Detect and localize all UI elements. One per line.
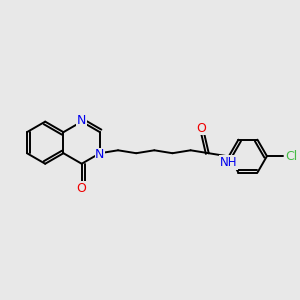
Text: NH: NH bbox=[220, 156, 237, 169]
Text: N: N bbox=[77, 114, 86, 127]
Text: O: O bbox=[77, 182, 87, 194]
Text: N: N bbox=[95, 148, 105, 161]
Text: O: O bbox=[196, 122, 206, 135]
Text: Cl: Cl bbox=[285, 150, 297, 163]
